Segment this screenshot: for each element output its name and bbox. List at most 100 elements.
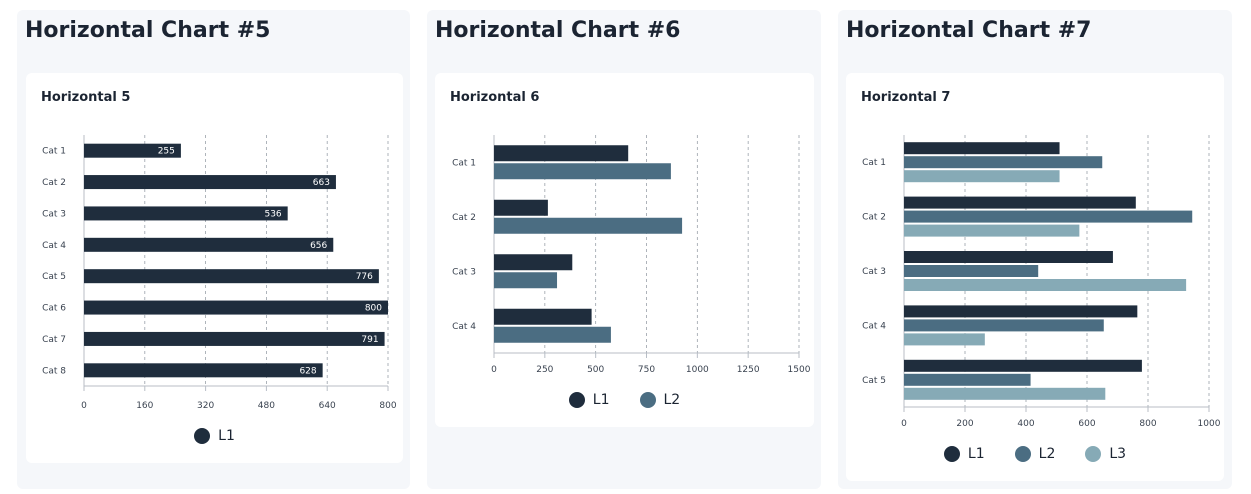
bar-l1 [904, 359, 1142, 372]
bar-l2 [904, 265, 1039, 277]
data-label: 536 [264, 209, 281, 219]
chart-legend[interactable]: L1 L2 L3 [846, 446, 1224, 462]
data-label: 628 [299, 366, 316, 376]
data-label: 656 [310, 241, 327, 251]
bar-l2 [494, 272, 558, 289]
bar-l3 [904, 387, 1106, 400]
legend-label: L2 [1038, 446, 1056, 462]
chart-title: Horizontal 5 [41, 90, 131, 105]
bar-l2 [904, 373, 1031, 386]
y-tick-label: Cat 3 [862, 267, 886, 277]
bar-l1 [84, 300, 388, 315]
panel-title: Horizontal Chart #5 [25, 18, 271, 43]
chart-legend[interactable]: L1 [26, 428, 403, 444]
bar-l3 [904, 279, 1187, 291]
legend-item-l1[interactable]: L1 [943, 446, 985, 462]
x-tick-label: 0 [81, 401, 87, 411]
y-tick-label: Cat 2 [452, 213, 476, 223]
y-tick-label: Cat 2 [42, 178, 66, 188]
x-tick-label: 1000 [1198, 419, 1221, 429]
y-tick-label: Cat 7 [42, 335, 66, 345]
x-tick-label: 600 [1078, 419, 1095, 429]
x-tick-label: 160 [136, 401, 153, 411]
x-tick-label: 1250 [737, 365, 760, 375]
bar-l1 [904, 251, 1113, 263]
y-tick-label: Cat 8 [42, 366, 66, 376]
bar-l2 [494, 163, 671, 180]
bar-l3 [904, 224, 1080, 237]
x-tick-label: 200 [956, 419, 973, 429]
x-tick-label: 250 [536, 365, 553, 375]
x-tick-label: 400 [1017, 419, 1034, 429]
x-tick-label: 0 [901, 419, 907, 429]
panel-title: Horizontal Chart #7 [846, 18, 1092, 43]
bar-l1 [84, 269, 379, 284]
legend-item-l1[interactable]: L1 [568, 392, 610, 408]
bar-l1 [84, 331, 385, 346]
chart-svg: 0 160 320 480 640 800 Cat 1 255 Cat 2 663 Cat 3 536… [42, 135, 397, 411]
legend-item-l1[interactable]: L1 [194, 428, 235, 444]
x-tick-label: 1000 [686, 365, 709, 375]
x-tick-label: 800 [1139, 419, 1156, 429]
x-tick-label: 320 [197, 401, 214, 411]
legend-item-l2[interactable]: L2 [639, 392, 680, 408]
data-label: 791 [361, 335, 378, 345]
bar-l3 [904, 170, 1060, 183]
chart-panel-6: Horizontal Chart #6 Horizontal 6 0 250 500… [427, 10, 821, 489]
legend-label: L1 [967, 446, 985, 462]
bar-l1 [494, 254, 573, 271]
legend-label: L1 [218, 428, 235, 444]
bar-l1 [904, 142, 1060, 155]
chart-title: Horizontal 6 [450, 90, 540, 105]
bar-l1 [84, 237, 334, 252]
bar-l2 [904, 210, 1193, 223]
chart-legend[interactable]: L1 L2 [435, 392, 814, 408]
y-tick-label: Cat 2 [862, 213, 886, 223]
chart-card: Horizontal 7 0 200 400 600 800 1000 Cat 1 Cat 2… [846, 73, 1224, 481]
x-tick-label: 640 [319, 401, 336, 411]
chart-panel-5: Horizontal Chart #5 Horizontal 5 0 160 320… [17, 10, 410, 489]
chart-panel-7: Horizontal Chart #7 Horizontal 7 0 200 400… [838, 10, 1232, 489]
y-tick-label: Cat 1 [452, 158, 476, 168]
bar-l1 [904, 305, 1138, 318]
legend-marker [1085, 446, 1102, 462]
legend-label: L1 [592, 392, 610, 408]
data-label: 663 [313, 178, 330, 188]
panel-title: Horizontal Chart #6 [435, 18, 681, 43]
bar-l1 [84, 175, 336, 190]
bar-l3 [904, 333, 985, 346]
bar-l1 [904, 196, 1136, 209]
chart-card: Horizontal 5 0 160 320 480 640 800 Cat 1 255 Cat… [26, 73, 403, 463]
x-tick-label: 750 [638, 365, 655, 375]
bar-l2 [494, 326, 611, 343]
legend-marker [1014, 446, 1031, 462]
legend-marker [568, 392, 585, 408]
chart-svg: 0 250 500 750 1000 1250 1500 Cat 1 Cat 2 Cat 3 Cat… [452, 135, 811, 375]
bar-l1 [84, 363, 323, 378]
x-tick-label: 500 [587, 365, 604, 375]
x-tick-label: 0 [491, 365, 497, 375]
bar-l2 [494, 217, 683, 234]
bar-l1 [84, 143, 181, 158]
legend-item-l3[interactable]: L3 [1085, 446, 1126, 462]
data-label: 776 [356, 272, 373, 282]
y-tick-label: Cat 6 [42, 304, 66, 314]
chart-card: Horizontal 6 0 250 500 750 1000 1250 1500 Cat 1… [435, 73, 814, 427]
legend-item-l2[interactable]: L2 [1014, 446, 1056, 462]
x-tick-label: 800 [379, 401, 396, 411]
data-label: 800 [365, 304, 382, 314]
legend-marker [943, 446, 960, 462]
y-tick-label: Cat 5 [42, 272, 66, 282]
y-tick-label: Cat 1 [862, 158, 886, 168]
legend-marker [639, 392, 656, 408]
y-tick-label: Cat 3 [42, 209, 66, 219]
legend-marker [194, 428, 211, 444]
y-tick-label: Cat 5 [862, 376, 886, 386]
legend-label: L3 [1109, 446, 1127, 462]
y-tick-label: Cat 3 [452, 267, 476, 277]
x-tick-label: 1500 [788, 365, 811, 375]
data-label: 255 [158, 147, 175, 157]
y-tick-label: Cat 4 [862, 321, 886, 331]
y-tick-label: Cat 4 [42, 241, 66, 251]
bar-l1 [494, 199, 548, 216]
